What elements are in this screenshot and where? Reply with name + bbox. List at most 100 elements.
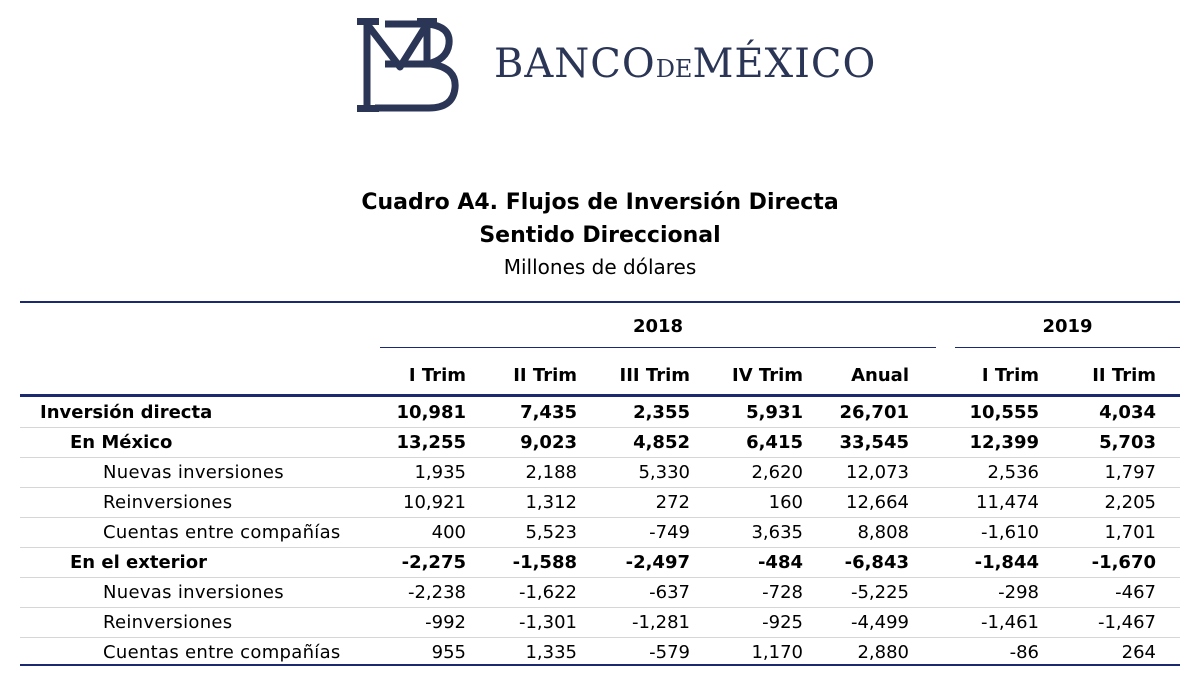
table-cell: -749 [649,522,690,543]
table-cell: -6,843 [844,552,909,573]
table-cell: -1,301 [518,612,577,633]
row-label: Inversión directa [40,402,213,423]
table-cell: -1,467 [1097,612,1156,633]
table-cell: 10,921 [403,492,466,513]
row-separator [20,577,1180,578]
table-cell: 1,335 [525,642,577,663]
table-cell: -579 [649,642,690,663]
row-label: Reinversiones [103,492,233,513]
table-cell: -637 [649,582,690,603]
table-cell: 7,435 [520,402,577,423]
table-cell: -1,461 [980,612,1039,633]
brand-end: MÉXICO [692,41,877,87]
table-cell: 1,701 [1104,522,1156,543]
row-separator [20,487,1180,488]
table-cell: -1,670 [1091,552,1156,573]
row-separator [20,637,1180,638]
table-cell: 264 [1121,642,1156,663]
table-header-rule [20,394,1180,397]
table-cell: -1,622 [518,582,577,603]
year-2018-rule [380,347,936,348]
table-cell: 13,255 [396,432,466,453]
table-cell: 12,399 [969,432,1039,453]
table-cell: -5,225 [850,582,909,603]
table-cell: 5,523 [525,522,577,543]
table-cell: 8,808 [857,522,909,543]
table-cell: 1,312 [525,492,577,513]
table-cell: -992 [425,612,466,633]
table-cell: 160 [768,492,803,513]
brand-small: DE [655,55,693,83]
column-header: II Trim [1092,365,1156,386]
table-cell: -298 [998,582,1039,603]
row-label: Reinversiones [103,612,233,633]
table-subtitle: Sentido Direccional [479,223,721,248]
row-separator [20,517,1180,518]
table-cell: -2,275 [401,552,466,573]
column-header: Anual [851,365,909,386]
table-title: Cuadro A4. Flujos de Inversión Directa [361,190,839,215]
table-cell: 2,620 [751,462,803,483]
table-cell: 955 [431,642,466,663]
table-cell: 6,415 [746,432,803,453]
table-cell: -2,497 [625,552,690,573]
table-cell: 5,703 [1099,432,1156,453]
row-label: Nuevas inversiones [103,462,284,483]
row-separator [20,427,1180,428]
column-header: IV Trim [732,365,803,386]
row-label: Cuentas entre compañías [103,642,341,663]
table-units: Millones de dólares [503,255,697,279]
table-cell: 1,797 [1104,462,1156,483]
brand-main: BANCO [494,41,656,87]
table-cell: -1,588 [512,552,577,573]
table-cell: 1,935 [414,462,466,483]
table-cell: 10,981 [396,402,466,423]
table-cell: 33,545 [839,432,909,453]
row-label: En el exterior [70,552,207,573]
table-cell: -1,610 [980,522,1039,543]
table-cell: -467 [1115,582,1156,603]
table-cell: -925 [762,612,803,633]
row-separator [20,607,1180,608]
table-titles: Cuadro A4. Flujos de Inversión Directa S… [0,186,1200,282]
table-cell: 26,701 [839,402,909,423]
table-cell: 2,355 [633,402,690,423]
table-cell: -1,844 [974,552,1039,573]
table-cell: 3,635 [751,522,803,543]
table-cell: 2,188 [525,462,577,483]
row-separator [20,547,1180,548]
table-cell: 12,664 [846,492,909,513]
table-cell: 11,474 [976,492,1039,513]
column-header: I Trim [408,365,466,386]
table-cell: -1,281 [631,612,690,633]
row-separator [20,457,1180,458]
year-header-2019: 2019 [1042,316,1093,337]
banco-de-mexico-logo [357,18,459,112]
table-cell: -4,499 [850,612,909,633]
table-cell: -484 [757,552,803,573]
table-cell: 5,330 [638,462,690,483]
table-cell: 5,931 [746,402,803,423]
column-header: I Trim [981,365,1039,386]
year-header-2018: 2018 [632,316,684,337]
table-cell: 2,205 [1104,492,1156,513]
table-cell: 1,170 [751,642,803,663]
column-header: II Trim [513,365,577,386]
table-cell: 400 [431,522,466,543]
row-label: En México [70,432,173,453]
table-cell: -2,238 [407,582,466,603]
table-cell: 10,555 [969,402,1039,423]
table-cell: -728 [762,582,803,603]
table-bottom-rule [20,664,1180,666]
table-cell: 12,073 [846,462,909,483]
table-cell: -86 [1009,642,1039,663]
row-label: Nuevas inversiones [103,582,284,603]
table-cell: 4,852 [633,432,690,453]
table-cell: 4,034 [1099,402,1156,423]
brand-wordmark: BANCODEMÉXICO [494,44,876,84]
table-top-rule [20,301,1180,303]
year-2019-rule [955,347,1180,348]
table-cell: 2,536 [987,462,1039,483]
table-cell: 2,880 [857,642,909,663]
column-header: III Trim [619,365,690,386]
